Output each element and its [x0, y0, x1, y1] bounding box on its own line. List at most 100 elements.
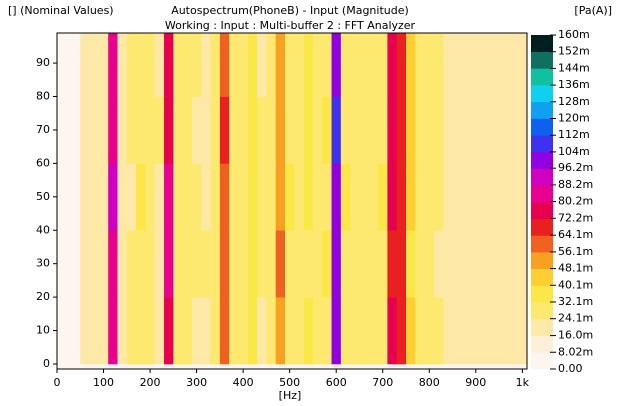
heatmap-cell [57, 33, 62, 97]
heatmap-cell [499, 163, 509, 231]
colorbar-band [531, 51, 553, 69]
colorbar-band [531, 352, 553, 370]
heatmap-cell [285, 96, 295, 164]
heatmap-cell [275, 297, 286, 365]
y-tick-label: 50 [36, 190, 50, 203]
heatmap-cell [247, 96, 258, 164]
heatmap-cell [461, 163, 472, 231]
heatmap-cell [164, 230, 174, 298]
heatmap-cell [471, 230, 481, 298]
heatmap-cell [89, 297, 100, 365]
heatmap-cell [126, 163, 137, 231]
y-tick-label: 70 [36, 123, 50, 136]
heatmap-cell [98, 33, 109, 97]
heatmap-cell [378, 230, 388, 298]
heatmap-cell [173, 96, 183, 164]
heatmap-cell [98, 297, 109, 365]
corner-label: [] (Nominal Values) [8, 4, 114, 17]
heatmap-cell [480, 96, 491, 164]
heatmap-cell [257, 33, 267, 97]
x-tick-label: 300 [186, 376, 207, 389]
colorbar-tick-label: 88.2m [558, 178, 593, 191]
heatmap-cell [210, 33, 221, 97]
y-tick-label: 0 [43, 357, 50, 370]
colorbar-band [531, 151, 553, 169]
colorbar-tick-label: 56.1m [558, 245, 593, 258]
y-tick-label: 30 [36, 257, 50, 270]
heatmap-cell [173, 33, 183, 97]
heatmap-cell [136, 297, 146, 365]
colorbar-band [531, 185, 553, 203]
colorbar-band [531, 235, 553, 253]
heatmap-cell [98, 163, 109, 231]
heatmap-cell [378, 297, 388, 365]
heatmap-cell [499, 297, 509, 365]
y-tick-label: 40 [36, 223, 50, 236]
heatmap-cell [471, 96, 481, 164]
colorbar-tick-label: 64.1m [558, 228, 593, 241]
colorbar-band [531, 35, 553, 52]
colorbar-band [531, 252, 553, 270]
x-tick-label: 700 [372, 376, 393, 389]
heatmap-cell [368, 297, 379, 365]
heatmap-cell [350, 96, 360, 164]
heatmap-cell [266, 230, 277, 298]
heatmap-cell [219, 96, 230, 164]
heatmap-cell [275, 33, 286, 97]
heatmap-cell [117, 96, 128, 164]
heatmap-cell [368, 33, 379, 97]
heatmap-cell [359, 33, 370, 97]
heatmap-cell [517, 230, 527, 298]
heatmap-cell [424, 163, 435, 231]
heatmap-cell [154, 297, 165, 365]
heatmap-cell [303, 33, 314, 97]
heatmap-cell [136, 96, 146, 164]
heatmap-cell [136, 230, 146, 298]
colorbar-tick-label: 120m [558, 112, 590, 125]
heatmap-cell [312, 163, 323, 231]
chart-subtitle: Working : Input : Multi-buffer 2 : FFT A… [165, 19, 416, 32]
heatmap-cell [387, 33, 398, 97]
heatmap-cell [108, 33, 118, 97]
heatmap-cell [461, 96, 472, 164]
heatmap-cell [517, 163, 527, 231]
colorbar-tick-label: 72.2m [558, 211, 593, 224]
heatmap-cell [117, 230, 128, 298]
heatmap-cell [154, 163, 165, 231]
colorbar-band [531, 85, 553, 103]
colorbar-band [531, 335, 553, 353]
heatmap-cell [61, 163, 72, 231]
heatmap-cell [154, 230, 165, 298]
heatmap-cell [182, 96, 193, 164]
heatmap-cell [322, 297, 332, 365]
heatmap-cell [350, 163, 360, 231]
heatmap-cell [201, 96, 211, 164]
heatmap-cell [433, 96, 444, 164]
heatmap-cell [89, 96, 100, 164]
colorbar-tick-label: 0.00 [558, 362, 583, 375]
heatmap-cell [164, 96, 174, 164]
heatmap-cell [61, 33, 72, 97]
heatmap-cell [229, 96, 239, 164]
heatmap-cell [285, 33, 295, 97]
heatmap-cell [294, 163, 304, 231]
heatmap-cell [406, 230, 416, 298]
heatmap-cell [70, 297, 81, 365]
heatmap-cell [229, 163, 239, 231]
heatmap-cell [331, 33, 342, 97]
heatmap-cell [117, 297, 128, 365]
heatmap-cell [350, 297, 360, 365]
heatmap-cell [61, 230, 72, 298]
heatmap [57, 33, 527, 365]
heatmap-cell [145, 297, 156, 365]
x-tick-label: 400 [233, 376, 254, 389]
heatmap-cell [257, 96, 267, 164]
heatmap-cell [378, 163, 388, 231]
heatmap-cell [238, 96, 249, 164]
heatmap-cell [80, 96, 90, 164]
heatmap-cell [340, 33, 351, 97]
heatmap-cell [340, 163, 351, 231]
heatmap-cell [433, 230, 444, 298]
colorbar-band [531, 135, 553, 153]
